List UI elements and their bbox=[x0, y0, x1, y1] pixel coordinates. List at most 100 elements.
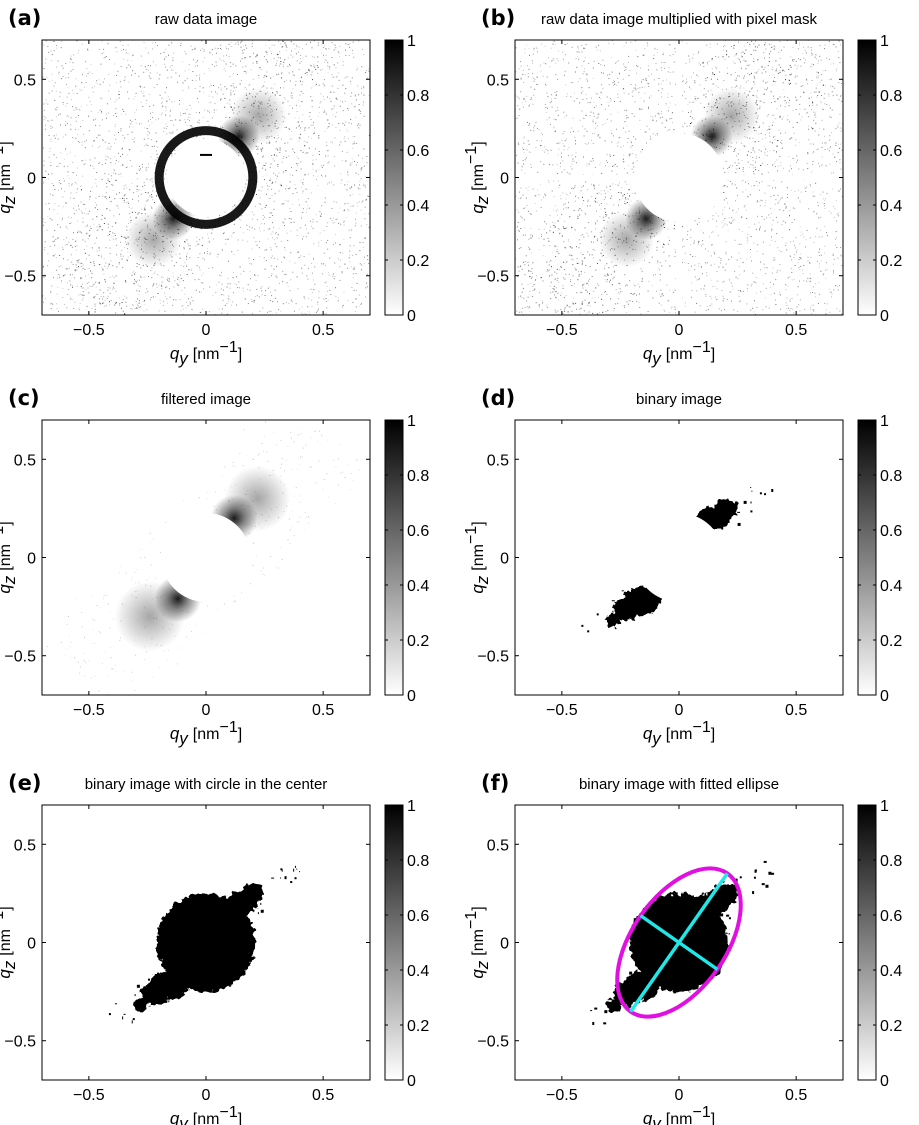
y-tick-label: 0.5 bbox=[487, 72, 509, 89]
colorbar-tick-label: 0.2 bbox=[880, 633, 902, 650]
colorbar-tick-label: 0.4 bbox=[407, 578, 429, 595]
colorbar-tick-label: 1 bbox=[880, 798, 889, 815]
x-tick-label: −0.5 bbox=[73, 1087, 105, 1104]
x-tick-label: 0.5 bbox=[312, 1087, 334, 1104]
beamstop-mark bbox=[200, 154, 212, 156]
scatter-halo bbox=[125, 211, 181, 267]
panel-c: −0.5 0 0.5 −0.5 0 0.5 (c) filtered image qy [nm−1… bbox=[0, 386, 429, 748]
panel-title: binary image bbox=[636, 391, 722, 408]
colorbar-tick-label: 0.8 bbox=[880, 88, 902, 105]
scatter-peak bbox=[225, 466, 291, 532]
plot-area bbox=[42, 420, 370, 696]
colorbar-tick-label: 0.8 bbox=[407, 853, 429, 870]
y-tick-label: −0.5 bbox=[4, 1034, 36, 1051]
colorbar-tick-label: 0.4 bbox=[880, 198, 902, 215]
colorbar-tick-label: 0.8 bbox=[880, 853, 902, 870]
colorbar: 0 0.2 0.4 0.6 0.8 1 bbox=[858, 798, 902, 1090]
x-tick-label: −0.5 bbox=[73, 702, 105, 719]
panel-title: raw data image bbox=[155, 11, 258, 28]
panel-d: −0.5 0 0.5−0.500.5(d) binary imageqy [nm−1]q… bbox=[463, 386, 902, 748]
x-tick-label: 0 bbox=[202, 322, 211, 339]
scatter-halo bbox=[703, 88, 759, 144]
colorbar-tick-label: 0 bbox=[407, 308, 416, 325]
colorbar-tick-label: 0.2 bbox=[880, 253, 902, 270]
colorbar-tick-label: 0 bbox=[407, 1073, 416, 1090]
binary-blob bbox=[606, 998, 620, 1012]
x-axis-label: qy [nm−1] bbox=[643, 1104, 715, 1125]
colorbar-tick-label: 0.8 bbox=[407, 468, 429, 485]
x-tick-label: −0.5 bbox=[546, 322, 578, 339]
y-axis-label: qz[nm−1] bbox=[0, 141, 19, 213]
y-tick-label: 0 bbox=[500, 551, 509, 568]
panel-f: −0.5 0 0.5 −0.5 0 0.5 (f) binary image with fit… bbox=[463, 771, 902, 1125]
plot-area bbox=[515, 420, 843, 695]
colorbar-gradient bbox=[385, 40, 403, 315]
x-tick-label: −0.5 bbox=[546, 702, 578, 719]
colorbar-tick-label: 0.4 bbox=[880, 963, 902, 980]
x-tick-label: 0.5 bbox=[785, 1087, 807, 1104]
x-tick-label: 0 bbox=[202, 702, 211, 719]
beamstop-mask bbox=[634, 133, 723, 222]
binary-blob bbox=[714, 499, 737, 518]
colorbar-tick-label: 0.6 bbox=[407, 523, 429, 540]
panel-label: (a) bbox=[8, 6, 41, 30]
plot-area bbox=[515, 40, 844, 316]
colorbar-tick-label: 0 bbox=[407, 688, 416, 705]
binary-blob bbox=[133, 998, 147, 1012]
colorbar: 0 0.2 0.4 0.6 0.8 1 bbox=[385, 798, 429, 1090]
colorbar-gradient bbox=[385, 805, 403, 1080]
y-axis-label: qz[nm−1] bbox=[463, 906, 492, 978]
panel-title: filtered image bbox=[161, 391, 251, 408]
colorbar: 0 0.2 0.4 0.6 0.8 1 bbox=[385, 413, 429, 705]
y-tick-label: −0.5 bbox=[477, 269, 509, 286]
colorbar-gradient bbox=[385, 420, 403, 695]
colorbar-tick-label: 1 bbox=[880, 413, 889, 430]
scatter-halo bbox=[230, 88, 286, 144]
scatter-halo bbox=[598, 211, 654, 267]
y-tick-label: 0 bbox=[27, 936, 36, 953]
y-axis-label: qz[nm−1] bbox=[0, 521, 19, 593]
x-tick-label: 0 bbox=[202, 1087, 211, 1104]
plot-area bbox=[515, 805, 843, 1080]
panel-label: (e) bbox=[8, 771, 41, 795]
plot-area bbox=[42, 805, 370, 1080]
colorbar-tick-label: 1 bbox=[407, 33, 416, 50]
y-tick-label: 0.5 bbox=[14, 452, 36, 469]
x-tick-label: 0.5 bbox=[312, 322, 334, 339]
x-tick-label: 0.5 bbox=[312, 702, 334, 719]
colorbar-tick-label: 0.4 bbox=[407, 963, 429, 980]
panel-label: (c) bbox=[8, 386, 40, 410]
colorbar-tick-label: 0.6 bbox=[880, 143, 902, 160]
y-axis-label: qz[nm−1] bbox=[463, 521, 492, 593]
colorbar: 0 0.2 0.4 0.6 0.8 1 bbox=[858, 33, 902, 325]
x-axis-label: qy [nm−1] bbox=[643, 339, 715, 368]
colorbar-tick-label: 0.2 bbox=[880, 1018, 902, 1035]
beamstop-mask bbox=[161, 513, 250, 602]
colorbar-tick-label: 0 bbox=[880, 308, 889, 325]
scatter-peak bbox=[115, 581, 185, 651]
panel-label: (d) bbox=[481, 386, 515, 410]
beamstop bbox=[167, 139, 244, 216]
panel-a: −0.5 0 0.5 −0.5 0 0.5 (a) raw data image qy [nm−1… bbox=[0, 6, 429, 368]
x-tick-label: 0.5 bbox=[785, 702, 807, 719]
colorbar: 0 0.2 0.4 0.6 0.8 1 bbox=[385, 33, 429, 325]
colorbar-tick-label: 1 bbox=[880, 33, 889, 50]
beamstop-mask bbox=[634, 513, 723, 602]
colorbar: 0 0.2 0.4 0.6 0.8 1 bbox=[858, 413, 902, 705]
colorbar-tick-label: 0.6 bbox=[880, 523, 902, 540]
x-tick-label: −0.5 bbox=[73, 322, 105, 339]
colorbar-tick-label: 0.6 bbox=[407, 908, 429, 925]
y-tick-label: 0 bbox=[27, 171, 36, 188]
x-tick-label: −0.5 bbox=[546, 1087, 578, 1104]
y-tick-label: −0.5 bbox=[477, 649, 509, 666]
colorbar-tick-label: 0.4 bbox=[880, 578, 902, 595]
colorbar-tick-label: 1 bbox=[407, 798, 416, 815]
y-tick-label: 0.5 bbox=[14, 72, 36, 89]
x-axis-label: qy [nm−1] bbox=[170, 1104, 242, 1125]
colorbar-tick-label: 0.8 bbox=[880, 468, 902, 485]
binary-blob bbox=[606, 613, 620, 627]
panel-title: binary image with circle in the center bbox=[85, 776, 328, 793]
y-tick-label: 0 bbox=[27, 551, 36, 568]
y-axis-label: qz[nm−1] bbox=[463, 141, 492, 213]
x-axis-label: qy [nm−1] bbox=[170, 719, 242, 748]
